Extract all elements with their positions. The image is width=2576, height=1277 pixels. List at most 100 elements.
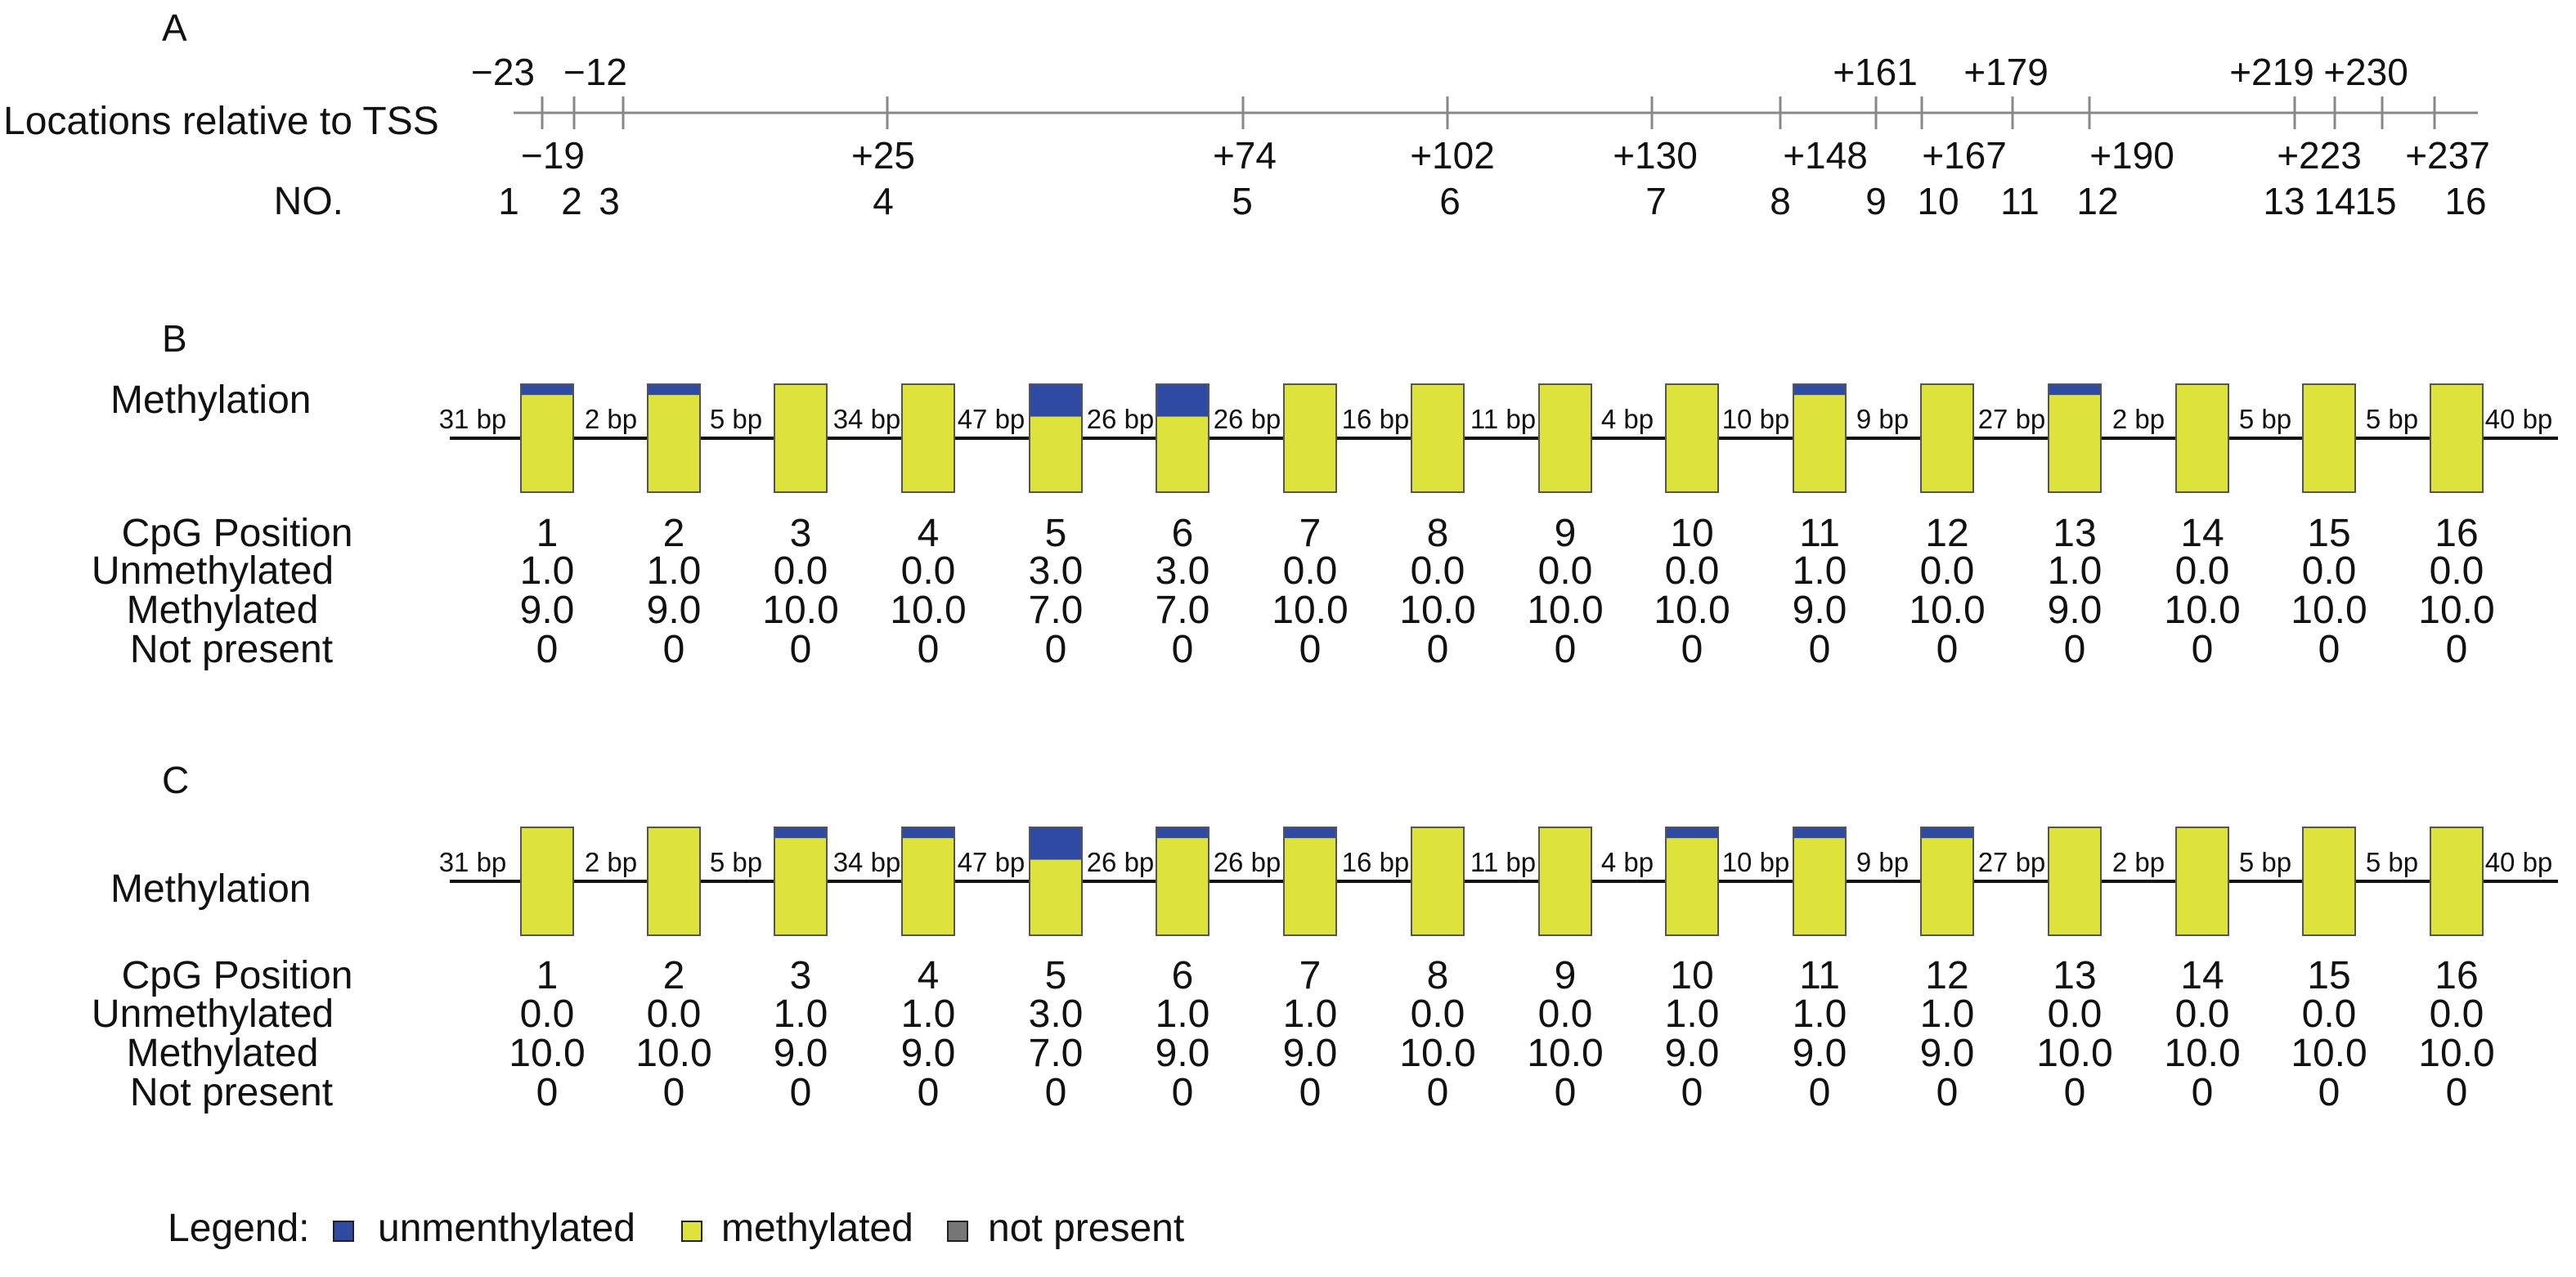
unmethylated-value: 1.0 (901, 992, 956, 1036)
methylated-fill-10 (1666, 384, 1718, 492)
cpg-box-13 (2048, 383, 2102, 493)
cpg-box-4 (901, 383, 955, 493)
panel-b-methylation-label: Methylation (110, 379, 311, 422)
methylated-value: 7.0 (1029, 1032, 1084, 1075)
methylated-value: 10.0 (2164, 589, 2240, 632)
legend-label-unmethylated: unmenthylated (378, 1207, 635, 1250)
unmethylated-fill-4 (902, 827, 954, 839)
unmethylated-value: 0.0 (2430, 549, 2484, 593)
not-present-value: 0 (2446, 1071, 2468, 1114)
panel-a-letter: A (162, 7, 187, 49)
unmethylated-value: 3.0 (1029, 549, 1084, 593)
unmethylated-value: 1.0 (2048, 549, 2103, 593)
row-label-positions: CpG Position (122, 512, 353, 555)
not-present-value: 0 (2446, 628, 2468, 671)
methylated-fill-12 (1921, 384, 1973, 492)
not-present-value: 0 (2318, 628, 2340, 671)
unmethylated-value: 1.0 (1793, 549, 1847, 593)
methylated-fill-4 (902, 384, 954, 492)
not-present-value: 0 (1427, 628, 1449, 671)
tss-top-label: −23 (471, 51, 535, 93)
legend-swatch-unmethylated (333, 1221, 354, 1242)
cpg-box-8 (1411, 383, 1465, 493)
methylated-fill-8 (1411, 384, 1464, 492)
gap-label: 26 bp (1214, 847, 1281, 877)
gap-label: 16 bp (1342, 404, 1410, 434)
positions-value: 16 (2435, 954, 2478, 997)
gap-label: 10 bp (1722, 847, 1790, 877)
gap-label: 4 bp (1601, 404, 1654, 434)
not-present-value: 0 (1681, 1071, 1703, 1114)
not-present-value: 0 (1299, 628, 1322, 671)
panel-c-letter: C (162, 759, 189, 801)
legend-label-methylated: methylated (721, 1207, 913, 1250)
cpg-box-3 (774, 827, 828, 936)
unmethylated-fill-3 (774, 827, 827, 839)
methylated-value: 10.0 (762, 589, 838, 632)
not-present-value: 0 (2064, 628, 2086, 671)
positions-value: 9 (1555, 512, 1577, 555)
row-label-unmethylated: Unmethylated (92, 549, 334, 593)
methylated-value: 7.0 (1156, 589, 1210, 632)
tss-bottom-label: +190 (2089, 134, 2174, 177)
methylated-fill-7 (1284, 384, 1336, 492)
unmethylated-value: 0.0 (2048, 992, 2103, 1036)
cpg-number-7: 7 (1645, 180, 1667, 222)
gap-label: 40 bp (2485, 404, 2553, 434)
no-label: NO. (274, 180, 343, 223)
methylated-fill-1 (521, 827, 573, 935)
gap-label: 16 bp (1342, 847, 1410, 877)
panel-c-methylation-track: 31 bp 2 bp 5 bp 34 bp 47 bp 26 bp 26 bp 16 bp 11… (439, 827, 2558, 936)
methylated-value: 10.0 (2418, 1032, 2494, 1075)
unmethylated-value: 0.0 (1411, 549, 1465, 593)
methylated-value: 10.0 (509, 1032, 585, 1075)
cpg-box-2 (647, 383, 701, 493)
unmethylated-value: 3.0 (1156, 549, 1210, 593)
gap-label: 34 bp (833, 404, 901, 434)
methylated-value: 10.0 (1399, 589, 1475, 632)
row-label-methylated: Methylated (127, 589, 319, 632)
unmethylated-fill-6 (1156, 384, 1209, 417)
positions-value: 8 (1427, 954, 1449, 997)
unmethylated-fill-13 (2049, 384, 2101, 396)
positions-value: 9 (1555, 954, 1577, 997)
positions-value: 1 (536, 512, 559, 555)
methylated-fill-12 (1921, 838, 1973, 935)
panel-b-letter: B (162, 317, 187, 360)
methylated-value: 10.0 (1909, 589, 1985, 632)
positions-value: 15 (2307, 954, 2350, 997)
not-present-value: 0 (1172, 628, 1194, 671)
not-present-value: 0 (536, 1071, 559, 1114)
cpg-number-3: 3 (599, 180, 620, 222)
positions-value: 12 (1925, 954, 1968, 997)
methylated-value: 10.0 (635, 1032, 711, 1075)
unmethylated-value: 1.0 (1283, 992, 1338, 1036)
cpg-number-1: 1 (498, 180, 519, 222)
methylated-fill-9 (1539, 384, 1591, 492)
methylated-fill-6 (1156, 838, 1209, 935)
methylated-value: 10.0 (2291, 589, 2367, 632)
gap-label: 47 bp (958, 847, 1025, 877)
unmethylated-value: 0.0 (2175, 549, 2230, 593)
cpg-number-11: 11 (2000, 180, 2040, 222)
positions-value: 12 (1925, 512, 1968, 555)
row-label-not-present: Not present (130, 1071, 333, 1114)
positions-value: 14 (2180, 954, 2224, 997)
methylated-fill-3 (774, 384, 827, 492)
methylated-fill-1 (521, 395, 573, 492)
not-present-value: 0 (918, 1071, 940, 1114)
methylated-value: 9.0 (901, 1032, 956, 1075)
methylated-fill-11 (1793, 838, 1846, 935)
tss-bottom-labels: −19 +25 +74 +102 +130 +148 +167 +190 +223 +237 (521, 134, 2490, 177)
unmethylated-value: 0.0 (1538, 992, 1593, 1036)
gap-label: 34 bp (833, 847, 901, 877)
methylated-fill-2 (648, 395, 700, 492)
gap-label: 5 bp (710, 404, 762, 434)
unmethylated-fill-12 (1921, 827, 1973, 839)
methylated-fill-10 (1666, 838, 1718, 935)
cpg-box-4 (901, 827, 955, 936)
gap-label: 2 bp (2112, 404, 2165, 434)
methylated-fill-11 (1793, 395, 1846, 492)
gap-label: 2 bp (585, 847, 637, 877)
